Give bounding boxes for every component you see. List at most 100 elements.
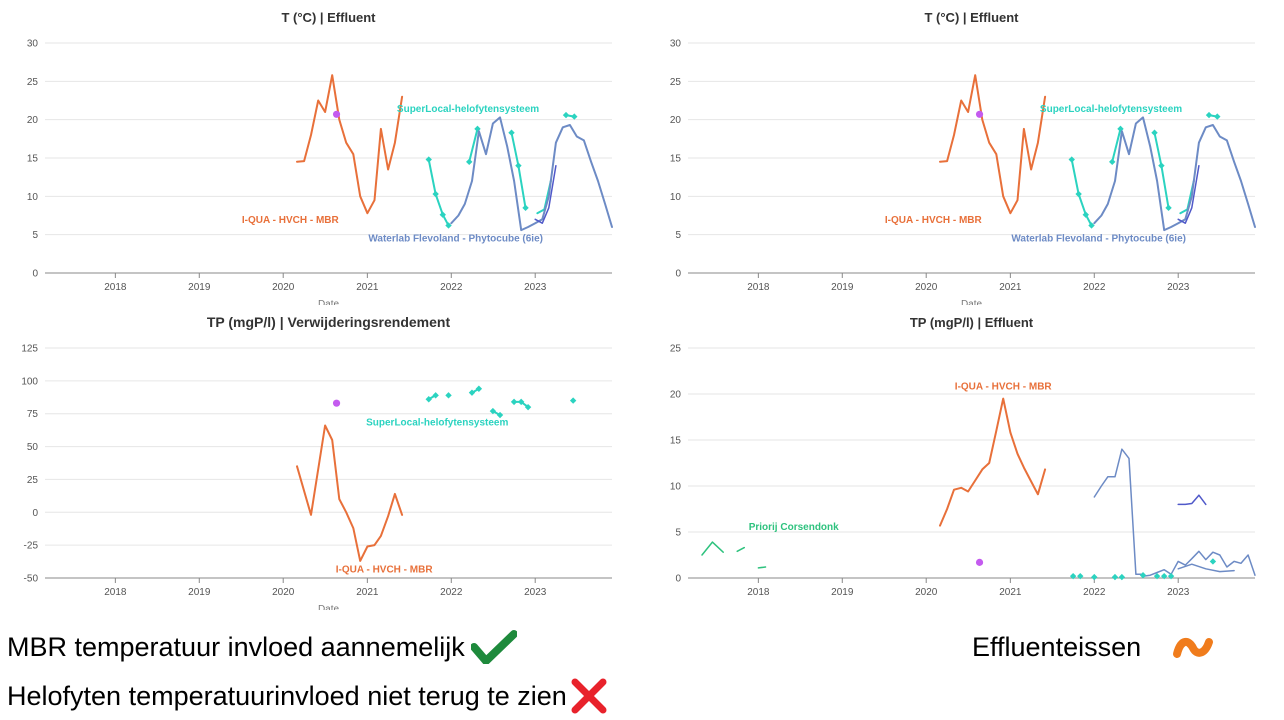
x-tick-label: 2022 [1083, 282, 1106, 293]
x-tick-label: 2020 [915, 282, 938, 293]
x-tick-label: 2023 [524, 282, 547, 293]
data-point-superlocal-helofytensysteem [515, 162, 522, 169]
y-tick-label: 20 [670, 390, 682, 401]
data-point-superlocal-helofytensysteem [1091, 573, 1098, 581]
series-label-waterlab-flevoland-phytocube-6ie: Waterlab Flevoland - Phytocube (6ie) [368, 234, 543, 245]
data-point-superlocal-helofytensysteem [1158, 162, 1165, 169]
y-tick-label: 0 [675, 574, 681, 585]
chart-svg: T (°C) | Effluent 0 5 10 15 20 25 30 2018 2019 202… [27, 10, 613, 305]
x-tick-label: 2021 [999, 587, 1022, 598]
y-tick-label: 50 [27, 442, 39, 453]
caption-mbr: MBR temperatuur invloed aannemelijk [7, 630, 517, 664]
y-tick-label: 5 [675, 230, 681, 241]
series-label-i-qua-hvch-mbr: I-QUA - HVCH - MBR [955, 381, 1053, 392]
data-point-superlocal-helofytensysteem [508, 129, 515, 136]
chart-tp-effluent: TP (mgP/l) | Effluent 0 5 10 15 20 25 2018 2019 2… [643, 305, 1283, 610]
chart-title: TP (mgP/l) | Effluent [910, 315, 1034, 330]
x-tick-label: 2022 [1083, 587, 1106, 598]
y-tick-label: 10 [670, 482, 682, 493]
x-tick-label: 2020 [272, 282, 295, 293]
y-tick-label: 0 [32, 269, 38, 280]
x-tick-label: 2021 [999, 282, 1022, 293]
series-label-superlocal-helofytensysteem: SuperLocal-helofytensysteem [366, 418, 508, 429]
tilde-icon [1173, 638, 1214, 658]
series-line-i-qua-hvch-mbr [939, 397, 1047, 527]
data-point-superlocal-helofytensysteem [1075, 190, 1082, 198]
series-line-series [534, 164, 557, 224]
x-tick-label: 2023 [1167, 282, 1190, 293]
data-point-superlocal-helofytensysteem [1214, 113, 1221, 120]
data-point-series [332, 399, 341, 407]
y-tick-label: 0 [675, 269, 681, 280]
y-tick-label: 20 [27, 115, 39, 126]
x-tick-label: 2018 [104, 587, 127, 598]
series-line-i-qua-hvch-mbr [296, 74, 404, 215]
y-tick-label: 0 [32, 508, 38, 519]
x-tick-label: 2019 [831, 282, 854, 293]
series-line-series [1177, 164, 1200, 224]
series-label-i-qua-hvch-mbr: I-QUA - HVCH - MBR [242, 215, 340, 226]
chart-temperature-effluent-right: T (°C) | Effluent 0 5 10 15 20 25 30 2018 2019 202… [643, 0, 1283, 305]
series-line-series [1177, 563, 1235, 573]
series-label-superlocal-helofytensysteem: SuperLocal-helofytensysteem [1040, 104, 1182, 115]
data-point-superlocal-helofytensysteem [522, 204, 529, 212]
series-line-superlocal-helofytensysteem [468, 127, 479, 163]
data-point-superlocal-helofytensysteem [489, 407, 497, 415]
series-line-i-qua-hvch-mbr [939, 74, 1047, 215]
x-tick-label: 2022 [440, 587, 463, 598]
x-tick-label: 2023 [1167, 587, 1190, 598]
series-line-priorij-corsendonk [757, 566, 767, 569]
data-point-superlocal-helofytensysteem [466, 158, 473, 166]
y-tick-label: 10 [27, 192, 39, 203]
data-point-superlocal-helofytensysteem [468, 389, 476, 396]
x-tick-label: 2023 [524, 587, 547, 598]
data-point-superlocal-helofytensysteem [1160, 572, 1168, 580]
chart-temperature-effluent-left: T (°C) | Effluent 0 5 10 15 20 25 30 2018 2019 202… [0, 0, 640, 305]
y-tick-label: 5 [675, 528, 681, 539]
series-line-waterlab-flevoland-phytocube-6ie [1093, 116, 1256, 232]
data-point-superlocal-helofytensysteem [562, 111, 570, 119]
series-line-priorij-corsendonk [736, 546, 746, 553]
y-tick-label: 20 [670, 115, 682, 126]
x-tick-label: 2019 [188, 587, 211, 598]
y-tick-label: 25 [27, 475, 39, 486]
series-line-superlocal-helofytensysteem [427, 158, 450, 227]
chart-tp-verwijderingsrendement: TP (mgP/l) | Verwijderingsrendement -50 -2… [0, 305, 640, 610]
caption-helofyten: Helofyten temperatuurinvloed niet terug … [7, 678, 609, 714]
data-point-superlocal-helofytensysteem [496, 411, 504, 419]
data-point-series [975, 110, 984, 118]
chart-title: T (°C) | Effluent [924, 10, 1019, 25]
data-point-superlocal-helofytensysteem [1111, 573, 1119, 581]
data-point-superlocal-helofytensysteem [432, 190, 439, 198]
data-point-series [332, 110, 341, 118]
data-point-superlocal-helofytensysteem [439, 211, 446, 218]
y-tick-label: 15 [670, 436, 682, 447]
x-tick-label: 2018 [747, 587, 770, 598]
series-label-waterlab-flevoland-phytocube-6ie: Waterlab Flevoland - Phytocube (6ie) [1011, 234, 1186, 245]
data-point-superlocal-helofytensysteem [1068, 156, 1075, 163]
series-label-i-qua-hvch-mbr: I-QUA - HVCH - MBR [336, 565, 434, 576]
y-tick-label: 25 [670, 77, 682, 88]
y-tick-label: 25 [670, 344, 682, 355]
x-tick-label: 2020 [915, 587, 938, 598]
data-point-superlocal-helofytensysteem [445, 392, 452, 399]
data-point-superlocal-helofytensysteem [445, 222, 452, 229]
data-point-superlocal-helofytensysteem [571, 113, 578, 120]
chart-title: T (°C) | Effluent [281, 10, 376, 25]
caption-effluent: Effluenteissen [972, 630, 1215, 664]
y-tick-label: 25 [27, 77, 39, 88]
data-point-superlocal-helofytensysteem [425, 396, 432, 403]
x-tick-label: 2019 [831, 587, 854, 598]
y-tick-label: 10 [670, 192, 682, 203]
series-line-priorij-corsendonk [701, 541, 724, 556]
x-axis-label: Date [318, 604, 340, 610]
data-point-superlocal-helofytensysteem [1118, 573, 1126, 581]
series-line-i-qua-hvch-mbr [296, 424, 404, 562]
check-mark-icon [470, 630, 517, 664]
data-point-series [975, 558, 984, 566]
x-tick-label: 2018 [104, 282, 127, 293]
data-point-superlocal-helofytensysteem [1151, 129, 1158, 136]
chart-svg: T (°C) | Effluent 0 5 10 15 20 25 30 2018 2019 202… [670, 10, 1256, 305]
x-tick-label: 2022 [440, 282, 463, 293]
y-tick-label: 125 [21, 344, 38, 355]
